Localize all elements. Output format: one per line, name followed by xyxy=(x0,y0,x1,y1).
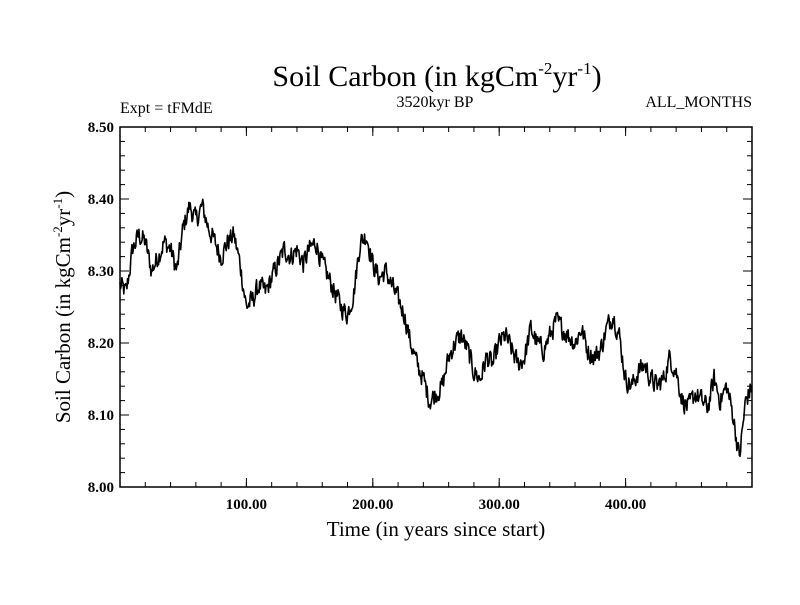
series-group xyxy=(119,198,753,458)
chart-title: Soil Carbon (in kgCm-2yr-1) xyxy=(272,59,601,93)
y-tick-label: 8.50 xyxy=(88,120,114,136)
y-tick-label: 8.40 xyxy=(88,192,114,208)
y-tick-label: 8.10 xyxy=(88,408,114,424)
x-tick-label: 400.00 xyxy=(605,497,646,513)
plot-frame xyxy=(119,126,753,488)
y-tick-label: 8.30 xyxy=(88,264,114,280)
x-tick-label: 200.00 xyxy=(352,497,393,513)
experiment-label: Expt = tFMdE xyxy=(120,100,213,117)
period-label: 3520kyr BP xyxy=(397,94,474,111)
y-tick-label: 8.00 xyxy=(88,480,114,496)
x-tick-label: 300.00 xyxy=(479,497,520,513)
y-axis-ticks: 8.00 8.10 8.20 8.30 8.40 8.50 xyxy=(88,120,752,496)
x-tick-label: 100.00 xyxy=(226,497,267,513)
y-tick-label: 8.20 xyxy=(88,336,114,352)
x-axis-label: Time (in years since start) xyxy=(327,517,546,541)
y-axis-label: Soil Carbon (in kgCm-2yr-1) xyxy=(50,191,75,423)
series-line xyxy=(119,198,753,458)
x-axis-ticks: 100.00 200.00 300.00 400.00 xyxy=(119,127,753,513)
months-label: ALL_MONTHS xyxy=(645,94,752,111)
